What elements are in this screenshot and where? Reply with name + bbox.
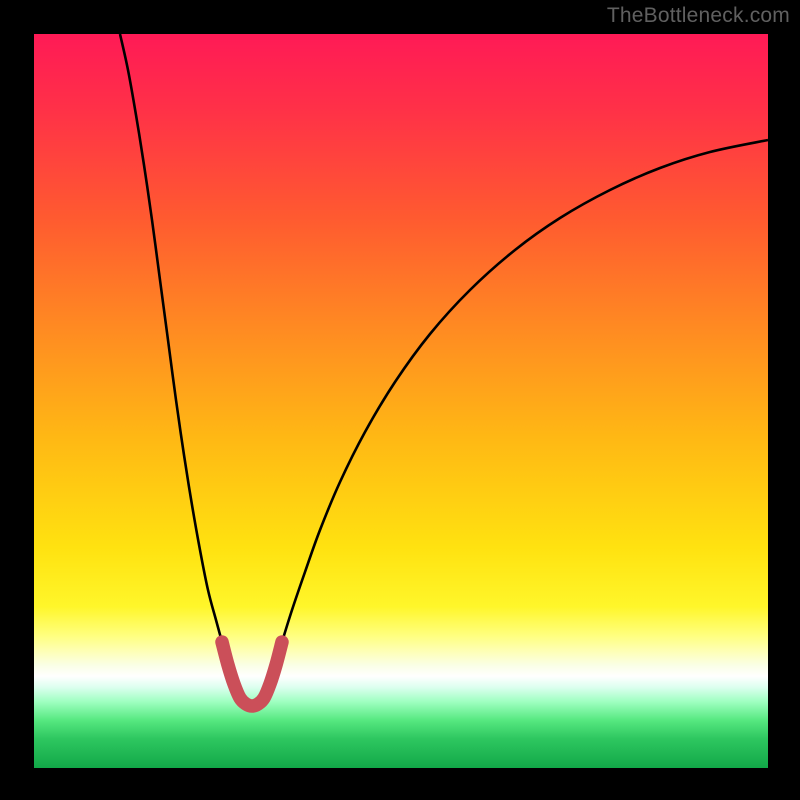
watermark-text: TheBottleneck.com bbox=[607, 4, 790, 28]
bottleneck-chart bbox=[0, 0, 800, 800]
chart-stage: TheBottleneck.com bbox=[0, 0, 800, 800]
plot-gradient-background bbox=[34, 34, 768, 768]
